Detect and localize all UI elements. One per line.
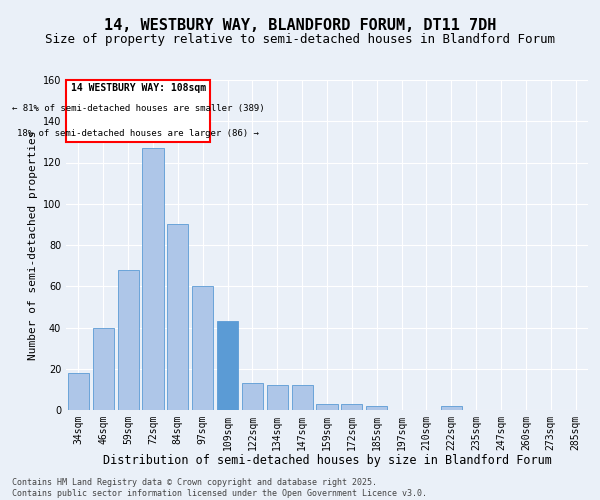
Text: 18% of semi-detached houses are larger (86) →: 18% of semi-detached houses are larger (… bbox=[17, 129, 259, 138]
Bar bbox=[441, 406, 462, 410]
Bar bbox=[93, 328, 114, 410]
Bar bbox=[341, 404, 362, 410]
Bar bbox=[167, 224, 188, 410]
Bar bbox=[267, 385, 288, 410]
Y-axis label: Number of semi-detached properties: Number of semi-detached properties bbox=[28, 130, 38, 360]
Bar bbox=[118, 270, 139, 410]
Text: Contains HM Land Registry data © Crown copyright and database right 2025.
Contai: Contains HM Land Registry data © Crown c… bbox=[12, 478, 427, 498]
Bar bbox=[142, 148, 164, 410]
Text: 14 WESTBURY WAY: 108sqm: 14 WESTBURY WAY: 108sqm bbox=[71, 82, 206, 92]
Bar bbox=[292, 385, 313, 410]
Bar bbox=[242, 383, 263, 410]
Text: Size of property relative to semi-detached houses in Blandford Forum: Size of property relative to semi-detach… bbox=[45, 32, 555, 46]
X-axis label: Distribution of semi-detached houses by size in Blandford Forum: Distribution of semi-detached houses by … bbox=[103, 454, 551, 468]
Bar bbox=[366, 406, 387, 410]
Bar bbox=[217, 322, 238, 410]
Bar bbox=[68, 373, 89, 410]
Text: 14, WESTBURY WAY, BLANDFORD FORUM, DT11 7DH: 14, WESTBURY WAY, BLANDFORD FORUM, DT11 … bbox=[104, 18, 496, 32]
Bar bbox=[192, 286, 213, 410]
Bar bbox=[316, 404, 338, 410]
Text: ← 81% of semi-detached houses are smaller (389): ← 81% of semi-detached houses are smalle… bbox=[12, 104, 265, 113]
